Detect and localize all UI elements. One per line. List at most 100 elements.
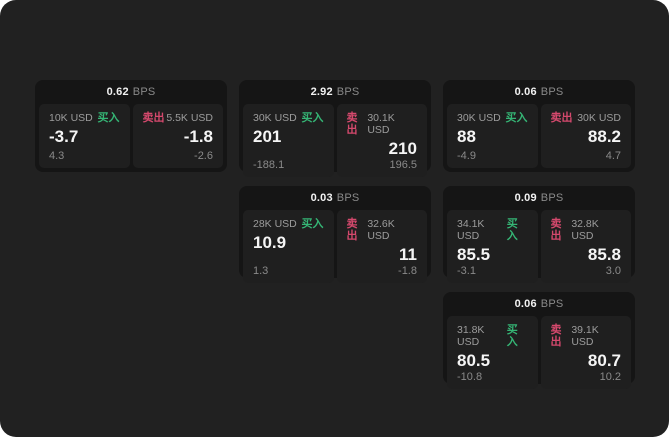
buy-panel[interactable]: 31.8K USD 买入 80.5 -10.8 (447, 316, 538, 389)
bps-value: 0.03 (310, 192, 333, 204)
sell-amount: 30.1K USD (367, 112, 395, 136)
sell-price: 11 (399, 245, 417, 264)
buy-panel[interactable]: 10K USD 买入 -3.7 4.3 (39, 104, 130, 168)
panels: 31.8K USD 买入 80.5 -10.8 卖出 39.1K USD 80.… (447, 316, 631, 389)
sell-panel-top: 卖出 32.6K USD (347, 218, 418, 242)
bps-value: 0.09 (514, 192, 537, 204)
buy-panel-top: 10K USD 买入 (49, 112, 120, 124)
panels: 30K USD 买入 201 -188.1 卖出 30.1K USD 210 1… (243, 104, 427, 177)
sell-price: 88.2 (587, 127, 621, 146)
sell-amount: 32.8K USD (571, 218, 599, 242)
bps-unit-label: BPS (540, 86, 564, 98)
buy-amount: 28K USD (253, 218, 297, 230)
sell-panel-top: 卖出 32.8K USD (551, 218, 622, 242)
sell-panel-top: 卖出 30K USD (551, 112, 622, 124)
buy-delta: -4.9 (457, 150, 476, 162)
bps-unit-label: BPS (540, 298, 564, 310)
card-header: 0.09 BPS (447, 186, 631, 210)
bps-unit-label: BPS (336, 86, 360, 98)
quote-card-grid: 0.62 BPS 10K USD 买入 -3.7 4.3 卖出 5.5K USD (35, 80, 635, 389)
panels: 34.1K USD 买入 85.5 -3.1 卖出 32.8K USD 85.8… (447, 210, 631, 283)
bps-value: 0.06 (514, 86, 537, 98)
quote-card: 0.62 BPS 10K USD 买入 -3.7 4.3 卖出 5.5K USD (35, 80, 227, 172)
buy-amount: 30K USD (253, 112, 297, 124)
buy-price: -3.7 (49, 127, 79, 146)
sell-panel[interactable]: 卖出 32.8K USD 85.8 3.0 (540, 210, 631, 283)
card-header: 0.03 BPS (243, 186, 427, 210)
sell-amount: 5.5K USD (166, 112, 213, 124)
sell-delta: 3.0 (605, 265, 621, 277)
card-header: 0.06 BPS (447, 80, 631, 104)
sell-panel[interactable]: 卖出 30.1K USD 210 196.5 (336, 104, 427, 177)
sell-price: 85.8 (587, 245, 621, 264)
sell-tag: 卖出 (550, 112, 573, 124)
buy-tag: 买入 (505, 112, 528, 124)
sell-panel[interactable]: 卖出 39.1K USD 80.7 10.2 (540, 316, 631, 389)
buy-tag: 买入 (97, 112, 120, 124)
buy-panel-top: 30K USD 买入 (253, 112, 324, 124)
bps-unit-label: BPS (540, 192, 564, 204)
sell-panel[interactable]: 卖出 5.5K USD -1.8 -2.6 (132, 104, 223, 168)
panels: 28K USD 买入 10.9 1.3 卖出 32.6K USD 11 -1.8 (243, 210, 427, 283)
sell-panel-top: 卖出 30.1K USD (347, 112, 418, 136)
buy-panel-top: 31.8K USD 买入 (457, 324, 528, 348)
sell-tag: 卖出 (142, 112, 165, 124)
sell-amount: 30K USD (577, 112, 621, 124)
sell-tag: 卖出 (346, 218, 358, 242)
sell-amount: 39.1K USD (571, 324, 599, 348)
quote-card: 0.06 BPS 30K USD 买入 88 -4.9 卖出 30K USD (443, 80, 635, 172)
buy-tag: 买入 (301, 112, 324, 124)
sell-tag: 卖出 (550, 218, 562, 242)
buy-delta: -10.8 (457, 371, 483, 383)
buy-price: 80.5 (457, 351, 491, 370)
sell-panel[interactable]: 卖出 32.6K USD 11 -1.8 (336, 210, 427, 283)
sell-delta: 4.7 (605, 150, 621, 162)
buy-amount: 30K USD (457, 112, 501, 124)
bps-value: 0.62 (106, 86, 129, 98)
buy-tag: 买入 (506, 324, 518, 348)
card-header: 2.92 BPS (243, 80, 427, 104)
buy-panel[interactable]: 28K USD 买入 10.9 1.3 (243, 210, 334, 283)
buy-delta: 1.3 (253, 265, 269, 277)
buy-delta: 4.3 (49, 150, 65, 162)
buy-price: 201 (253, 127, 282, 146)
panels: 30K USD 买入 88 -4.9 卖出 30K USD 88.2 4.7 (447, 104, 631, 168)
sell-delta: -2.6 (194, 150, 213, 162)
buy-delta: -3.1 (457, 265, 476, 277)
quote-card: 0.06 BPS 31.8K USD 买入 80.5 -10.8 卖出 39.1… (443, 292, 635, 389)
sell-amount: 32.6K USD (367, 218, 395, 242)
buy-tag: 买入 (506, 218, 518, 242)
panels: 10K USD 买入 -3.7 4.3 卖出 5.5K USD -1.8 -2.… (39, 104, 223, 168)
buy-panel-top: 34.1K USD 买入 (457, 218, 528, 242)
sell-delta: -1.8 (398, 265, 417, 277)
sell-panel[interactable]: 卖出 30K USD 88.2 4.7 (540, 104, 631, 168)
buy-price: 10.9 (253, 233, 287, 252)
buy-panel[interactable]: 30K USD 买入 201 -188.1 (243, 104, 334, 177)
sell-panel-top: 卖出 5.5K USD (143, 112, 214, 124)
buy-amount: 34.1K USD (457, 218, 485, 242)
buy-price: 85.5 (457, 245, 491, 264)
buy-tag: 买入 (301, 218, 324, 230)
buy-amount: 10K USD (49, 112, 93, 124)
quote-card: 0.09 BPS 34.1K USD 买入 85.5 -3.1 卖出 32.8K… (443, 186, 635, 283)
sell-delta: 196.5 (389, 159, 417, 171)
buy-panel-top: 28K USD 买入 (253, 218, 324, 230)
bps-value: 0.06 (514, 298, 537, 310)
card-header: 0.62 BPS (39, 80, 223, 104)
bps-unit-label: BPS (132, 86, 156, 98)
buy-delta: -188.1 (253, 159, 285, 171)
card-header: 0.06 BPS (447, 292, 631, 316)
sell-panel-top: 卖出 39.1K USD (551, 324, 622, 348)
buy-panel[interactable]: 30K USD 买入 88 -4.9 (447, 104, 538, 168)
buy-panel[interactable]: 34.1K USD 买入 85.5 -3.1 (447, 210, 538, 283)
sell-price: -1.8 (183, 127, 213, 146)
sell-price: 210 (388, 139, 417, 158)
buy-amount: 31.8K USD (457, 324, 485, 348)
buy-price: 88 (457, 127, 476, 146)
quote-card: 2.92 BPS 30K USD 买入 201 -188.1 卖出 30.1K … (239, 80, 431, 177)
buy-panel-top: 30K USD 买入 (457, 112, 528, 124)
sell-tag: 卖出 (346, 112, 358, 136)
quote-card: 0.03 BPS 28K USD 买入 10.9 1.3 卖出 32.6K US… (239, 186, 431, 283)
bps-value: 2.92 (310, 86, 333, 98)
